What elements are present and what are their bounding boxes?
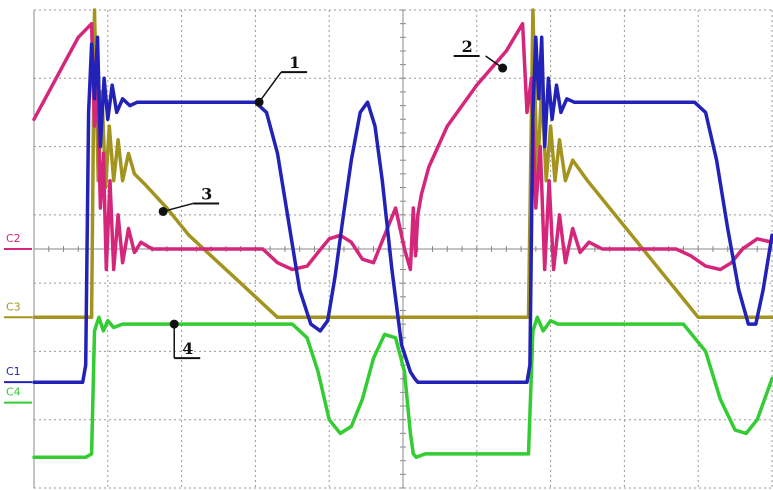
annotation-label-4: 4 <box>182 339 193 358</box>
trace-c4 <box>32 315 773 460</box>
annotation-label-3: 3 <box>201 184 212 203</box>
channel-label-c1: C1 <box>6 365 21 378</box>
annotation-label-1: 1 <box>289 53 300 72</box>
trace-c1 <box>32 35 773 384</box>
channel-label-c2: C2 <box>6 232 21 245</box>
annotations: 1 2 3 4 <box>158 37 508 360</box>
channel-labels: C2 C3 C1 C4 <box>4 232 32 404</box>
trace-c3 <box>32 8 773 320</box>
annotation-leader-1 <box>258 71 282 103</box>
annotation-leader-3 <box>162 202 194 213</box>
channel-label-c4: C4 <box>6 386 21 399</box>
channel-label-c3: C3 <box>6 300 21 313</box>
traces <box>32 8 773 460</box>
annotation-leader-2 <box>485 55 504 69</box>
trace-c2 <box>32 21 773 272</box>
annotation-label-2: 2 <box>462 37 473 56</box>
